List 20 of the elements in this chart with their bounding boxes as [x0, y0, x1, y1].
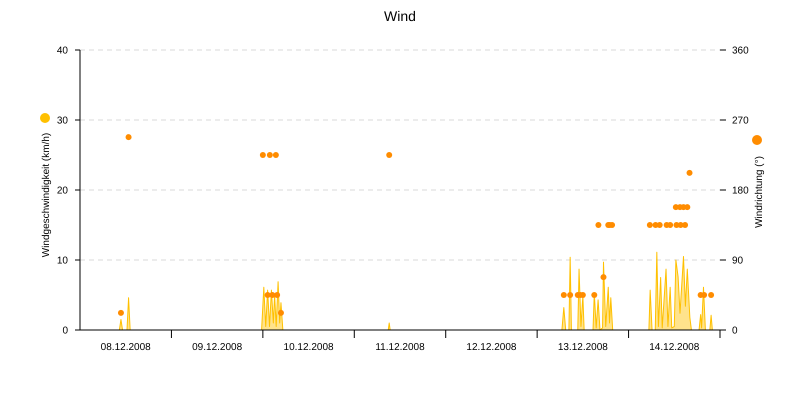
x-tick-label: 08.12.2008 [100, 342, 152, 353]
x-tick-label: 13.12.2008 [558, 342, 608, 353]
y-tick-label: 40 [56, 46, 68, 56]
chart-title: Wind [384, 8, 416, 24]
y-tick-label: 20 [56, 186, 68, 196]
y-tick-label: 30 [56, 116, 68, 126]
y2-tick-label: 90 [732, 256, 744, 266]
y2-tick-label: 180 [732, 186, 750, 196]
y2-tick-label: 360 [732, 46, 750, 56]
y-axis-title: Windgeschwindigkeit (km/h) [41, 132, 52, 258]
y2-tick-label: 270 [732, 116, 750, 126]
x-tick-label: 10.12.2008 [284, 342, 334, 353]
x-tick-label: 12.12.2008 [466, 342, 517, 353]
x-tick-label: 14.12.2008 [649, 342, 700, 353]
y2-axis-title: Windrichtung (°) [754, 156, 765, 228]
y2-tick-label: 0 [732, 326, 738, 336]
x-tick-label: 09.12.2008 [192, 342, 243, 353]
y-tick-label: 10 [56, 256, 68, 266]
x-tick-label: 11.12.2008 [375, 342, 426, 353]
y-tick-label: 0 [62, 326, 68, 336]
